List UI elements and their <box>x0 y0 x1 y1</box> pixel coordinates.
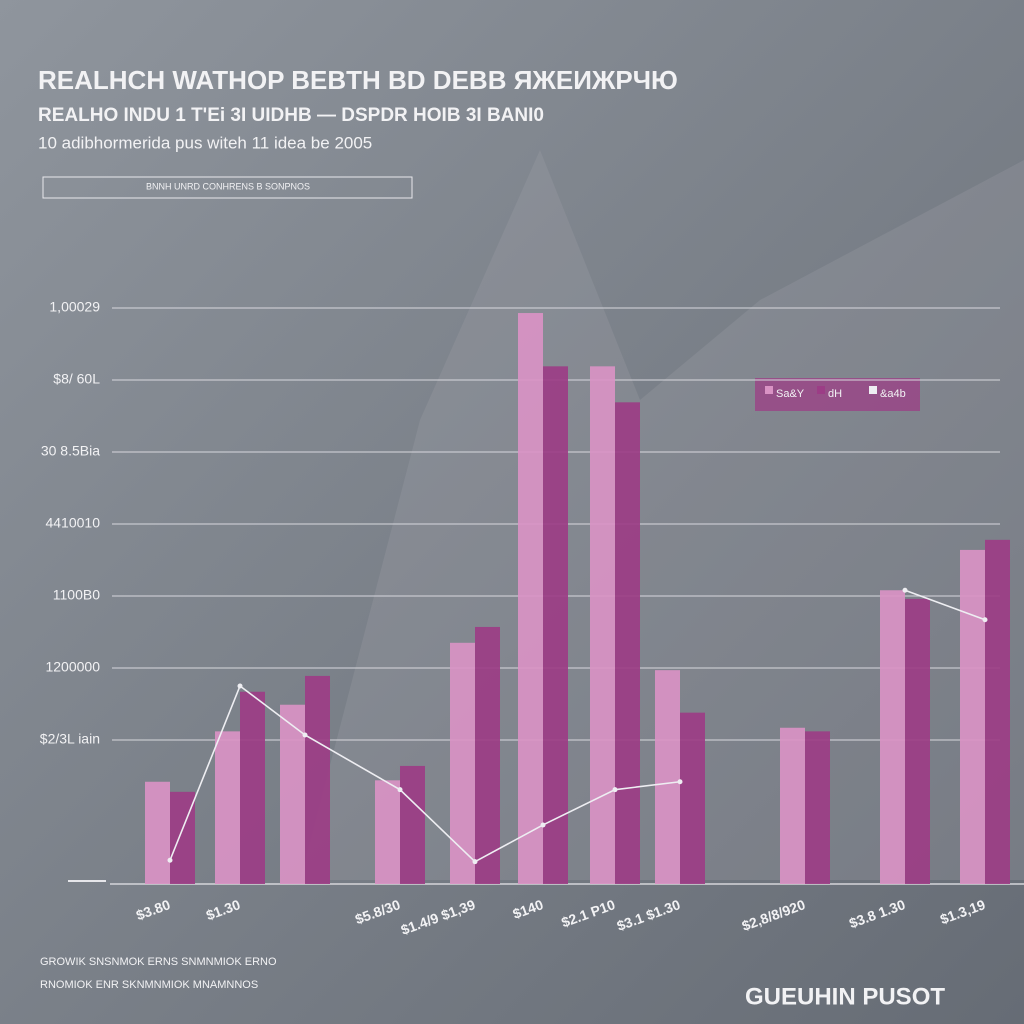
y-tick-label: 30 8.5Bia <box>41 443 100 459</box>
line-point <box>902 587 908 593</box>
line <box>904 589 986 621</box>
brand: GUEUHIN PUSOT <box>745 983 945 1010</box>
legend-box <box>755 378 920 411</box>
bar <box>305 675 330 884</box>
legend-label: Sa&Y <box>776 388 805 400</box>
line <box>169 684 681 863</box>
header-box <box>42 176 413 199</box>
legend-swatch <box>817 386 825 394</box>
footnote: RNOMIOK ENR SKNMNMIOK MNAMNNOS <box>40 979 258 991</box>
caption: 10 adibhormerida pus witeh 11 idea be 20… <box>38 133 372 152</box>
subtitle: REALHO INDU 1 T'Ei 3I UIDHB — DSPDR HOIB… <box>38 105 544 126</box>
line-point <box>302 732 308 738</box>
bar <box>543 366 568 884</box>
y-tick-label: $2/3L iain <box>40 731 100 747</box>
bar <box>400 765 425 884</box>
y-tick-label: $8/ 60L <box>53 371 100 387</box>
y-tick-label: 1200000 <box>45 659 100 675</box>
line-point <box>397 787 403 793</box>
bar <box>450 642 475 884</box>
bar <box>960 549 985 884</box>
bar <box>805 731 830 884</box>
line-point <box>982 617 988 623</box>
bar <box>680 712 705 884</box>
line-point <box>612 787 618 793</box>
footnote: GROWIK SNSNMOK ERNS SNMNMIOK ERNO <box>40 956 277 968</box>
y-tick-label: 1100B0 <box>53 587 100 603</box>
bar <box>905 598 930 884</box>
bar <box>518 313 543 884</box>
bar <box>615 402 640 884</box>
legend-swatch <box>869 386 877 394</box>
bar <box>655 670 680 884</box>
legend-label: &a4b <box>880 388 906 400</box>
bar <box>280 704 305 884</box>
line-point <box>167 857 173 863</box>
bar <box>240 691 265 884</box>
line-point <box>237 683 243 689</box>
bar <box>215 731 240 884</box>
bar <box>375 780 400 884</box>
line-point <box>677 779 683 785</box>
bar <box>590 366 615 884</box>
line-point <box>540 822 546 828</box>
legend-swatch <box>765 386 773 394</box>
header-box-text: BNNH UNRD CONHRENS B SONPNOS <box>146 181 310 191</box>
line-point <box>472 859 478 865</box>
bar <box>145 781 170 884</box>
bar <box>880 590 905 884</box>
title: REALHCH WATHOP BEBTH BD DEBB ЯЖЕИЖРЧЮ <box>38 65 678 95</box>
y-tick-label: 1,00029 <box>49 299 100 315</box>
y-tick-label: 4410010 <box>45 515 100 531</box>
bar <box>985 539 1010 884</box>
bar <box>475 626 500 884</box>
legend-label: dH <box>828 388 842 400</box>
bar <box>780 727 805 884</box>
